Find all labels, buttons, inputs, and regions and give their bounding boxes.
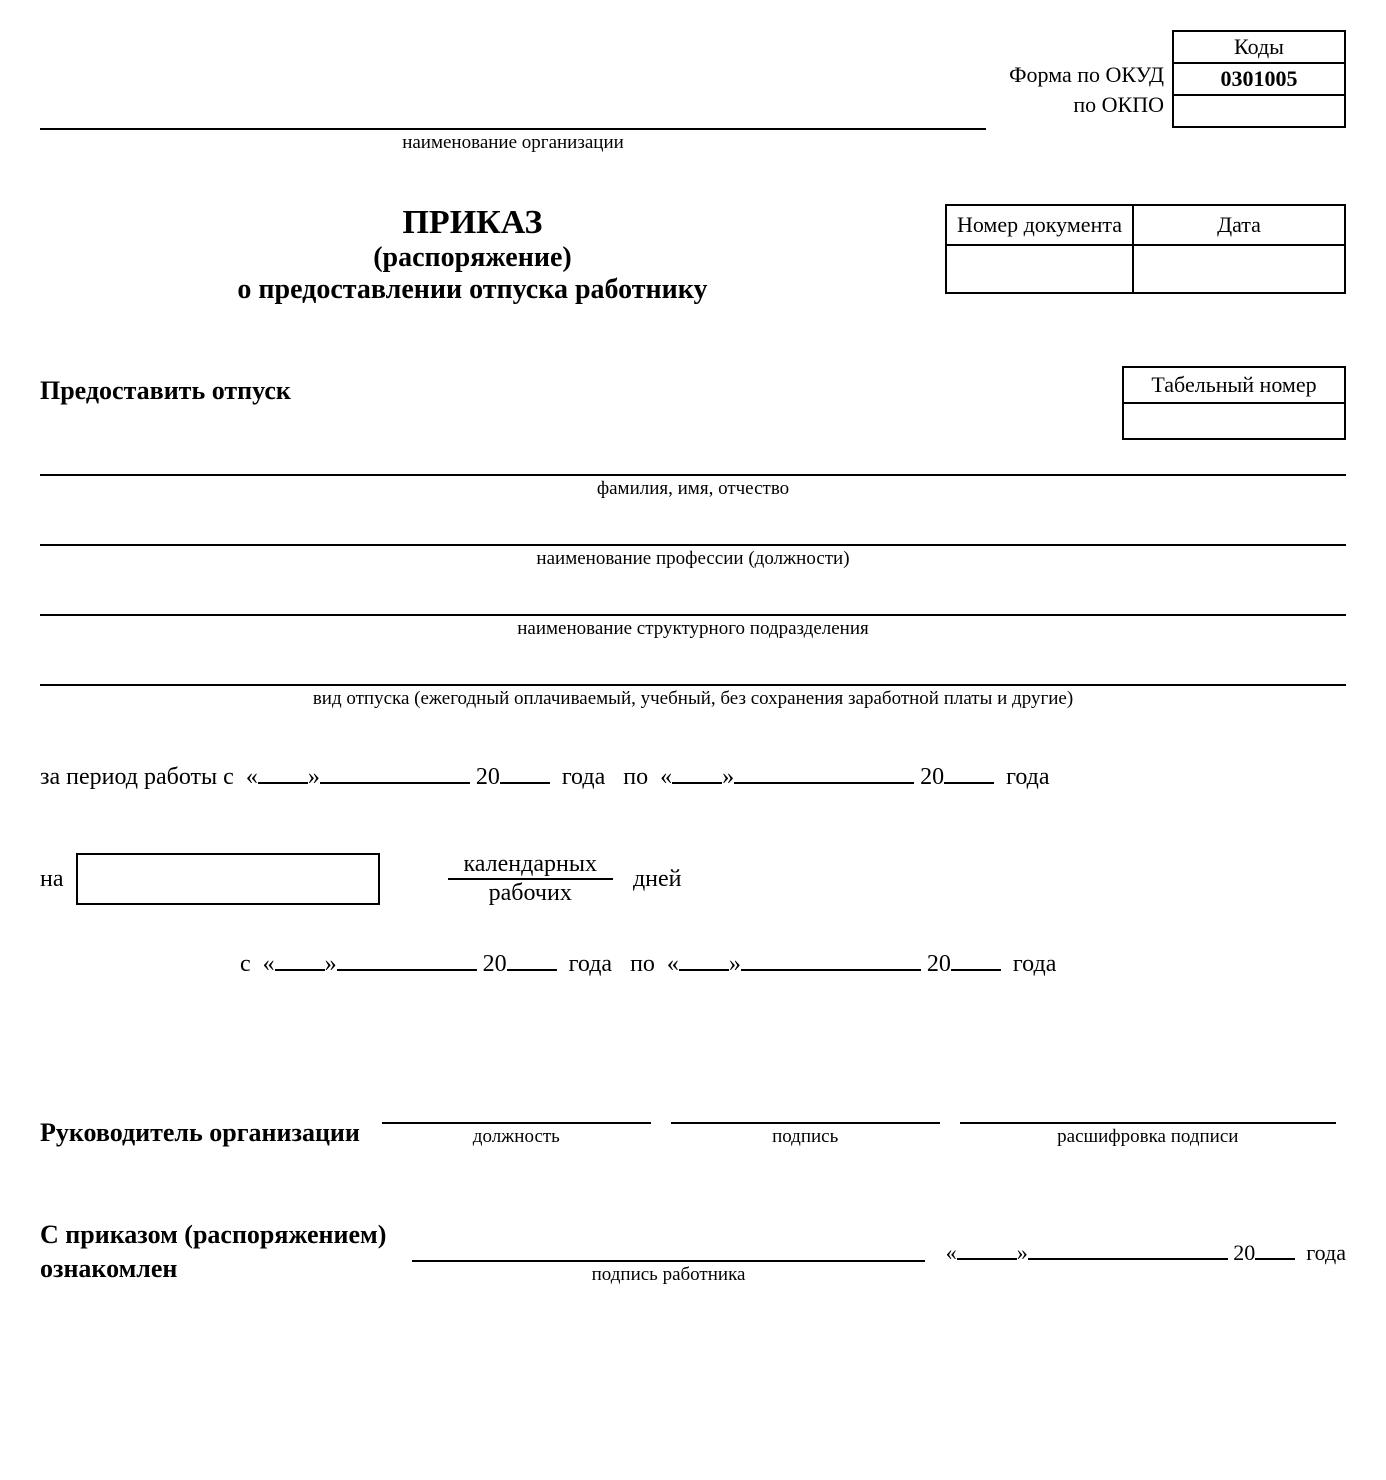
close-q: »: [308, 764, 320, 791]
leave-type-line[interactable]: [40, 656, 1346, 686]
manager-decode-cap: расшифровка подписи: [960, 1126, 1336, 1148]
manager-signature-cap: подпись: [671, 1126, 940, 1148]
tabnum-value[interactable]: [1123, 403, 1345, 439]
open-q4: «: [667, 951, 679, 978]
year-word3: года: [569, 951, 612, 978]
ack-open-q: «: [946, 1240, 957, 1266]
range-to: по: [630, 951, 655, 978]
manager-label: Руководитель организации: [40, 1118, 372, 1148]
year-word: года: [562, 764, 605, 791]
close-q4: »: [729, 951, 741, 978]
range-from-day[interactable]: [275, 947, 325, 971]
period-to: по: [623, 764, 648, 791]
manager-decode-line[interactable]: [960, 1098, 1336, 1124]
title-block: ПРИКАЗ (распоряжение) о предоставлении о…: [40, 204, 1346, 306]
ack-row: С приказом (распоряжением) ознакомлен по…: [40, 1218, 1346, 1286]
na: на: [40, 866, 64, 893]
range-to-month[interactable]: [741, 947, 921, 971]
manager-position-line[interactable]: [382, 1098, 651, 1124]
days-type-fraction: календарных рабочих: [448, 851, 613, 907]
year-word2: года: [1006, 764, 1049, 791]
open-q2: «: [660, 764, 672, 791]
ack-year[interactable]: [1255, 1236, 1295, 1260]
manager-signature-slot: подпись: [671, 1098, 940, 1148]
profession-caption: наименование профессии (должности): [40, 548, 1346, 570]
period-from-year[interactable]: [500, 760, 550, 784]
title-line2: (распоряжение): [40, 242, 905, 274]
fio-caption: фамилия, имя, отчество: [40, 478, 1346, 500]
leave-range-row: с « » 20 года по « » 20 года: [240, 947, 1346, 978]
year-word4: года: [1013, 951, 1056, 978]
ack-year-prefix: 20: [1233, 1240, 1255, 1266]
period-from-month[interactable]: [320, 760, 470, 784]
docnum-table: Номер документа Дата: [945, 204, 1346, 294]
tabnum-header: Табельный номер: [1123, 367, 1345, 403]
age-prefix4: 20: [927, 951, 951, 978]
leave-type-caption: вид отпуска (ежегодный оплачиваемый, уче…: [40, 688, 1346, 710]
manager-signature-row: Руководитель организации должность подпи…: [40, 1098, 1346, 1148]
age-prefix3: 20: [483, 951, 507, 978]
ack-close-q: »: [1017, 1240, 1028, 1266]
ack-signature-cap: подпись работника: [412, 1264, 924, 1286]
ack-month[interactable]: [1028, 1236, 1228, 1260]
ack-signature-slot: подпись работника: [412, 1236, 924, 1286]
range-from-year[interactable]: [507, 947, 557, 971]
ack-day[interactable]: [957, 1236, 1017, 1260]
org-caption: наименование организации: [40, 132, 986, 154]
period-to-day[interactable]: [672, 760, 722, 784]
ack-label: С приказом (распоряжением) ознакомлен: [40, 1218, 402, 1286]
ack-date: « » 20 года: [935, 1236, 1346, 1286]
codes-labels: Форма по ОКУД по ОКПО: [1009, 30, 1172, 120]
range-to-year[interactable]: [951, 947, 1001, 971]
calendar-label: календарных: [448, 851, 613, 880]
range-from: с: [240, 951, 251, 978]
days-word: дней: [633, 866, 682, 893]
title-text: ПРИКАЗ (распоряжение) о предоставлении о…: [40, 204, 905, 306]
okpo-value[interactable]: [1173, 95, 1345, 127]
age-prefix: 20: [476, 764, 500, 791]
period-to-month[interactable]: [734, 760, 914, 784]
period-from-day[interactable]: [258, 760, 308, 784]
department-caption: наименование структурного подразделения: [40, 618, 1346, 640]
docdate-header: Дата: [1133, 205, 1345, 245]
docnum-value[interactable]: [946, 245, 1133, 293]
department-line[interactable]: [40, 586, 1346, 616]
okpo-label: по ОКПО: [1009, 90, 1164, 120]
working-label: рабочих: [448, 880, 613, 907]
org-name-line[interactable]: [40, 102, 986, 130]
okud-value[interactable]: 0301005: [1173, 63, 1345, 95]
manager-decode-slot: расшифровка подписи: [960, 1098, 1336, 1148]
fio-line[interactable]: [40, 446, 1346, 476]
codes-header: Коды: [1173, 31, 1345, 63]
work-period-row: за период работы с « » 20 года по « » 20…: [40, 760, 1346, 791]
period-prefix: за период работы с: [40, 764, 234, 791]
range-from-month[interactable]: [337, 947, 477, 971]
docdate-value[interactable]: [1133, 245, 1345, 293]
docnum-header: Номер документа: [946, 205, 1133, 245]
manager-position-cap: должность: [382, 1126, 651, 1148]
period-to-year[interactable]: [944, 760, 994, 784]
ack-label2: ознакомлен: [40, 1252, 386, 1286]
ack-signature-line[interactable]: [412, 1236, 924, 1262]
age-prefix2: 20: [920, 764, 944, 791]
ack-label1: С приказом (распоряжением): [40, 1218, 386, 1252]
range-to-day[interactable]: [679, 947, 729, 971]
okud-label: Форма по ОКУД: [1009, 60, 1164, 90]
duration-row: на календарных рабочих дней: [40, 851, 1346, 907]
ack-year-word: года: [1306, 1240, 1346, 1266]
close-q3: »: [325, 951, 337, 978]
days-count-box[interactable]: [76, 853, 380, 905]
profession-line[interactable]: [40, 516, 1346, 546]
title-line1: ПРИКАЗ: [40, 204, 905, 242]
close-q2: »: [722, 764, 734, 791]
codes-table: Коды 0301005: [1172, 30, 1346, 128]
manager-position-slot: должность: [382, 1098, 651, 1148]
title-line3: о предоставлении отпуска работнику: [40, 274, 905, 306]
manager-signature-line[interactable]: [671, 1098, 940, 1124]
tabnum-table: Табельный номер: [1122, 366, 1346, 440]
open-q3: «: [263, 951, 275, 978]
open-q: «: [246, 764, 258, 791]
